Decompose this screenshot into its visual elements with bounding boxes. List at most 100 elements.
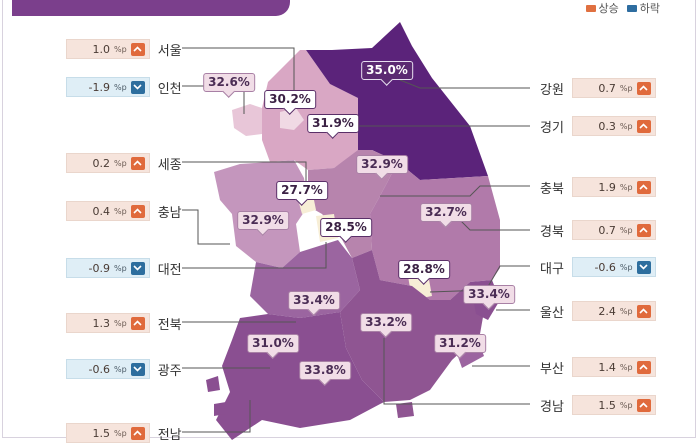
- row-sejong: 0.2 %p 세종: [66, 153, 182, 173]
- arrow-down-icon: [130, 362, 145, 376]
- region-gangwon: [306, 22, 488, 180]
- map-value-text: 31.0%: [247, 334, 299, 353]
- region-label-busan: 부산: [540, 361, 564, 377]
- region-label-sejong: 세종: [157, 157, 182, 173]
- change-value: 1.0: [92, 42, 111, 56]
- region-label-jeonbuk: 전북: [157, 317, 182, 333]
- region-label-gangwon: 강원: [540, 82, 564, 98]
- change-badge-chungnam: 0.4 %p: [66, 201, 150, 221]
- change-badge-sejong: 0.2 %p: [66, 153, 150, 173]
- region-label-daejeon: 대전: [157, 262, 182, 278]
- row-gyeonggi: 경기 0.3 %p: [540, 116, 656, 136]
- row-jeonnam: 1.5 %p 전남: [66, 423, 182, 443]
- change-value: 0.4: [92, 204, 111, 218]
- map-value-busan: 31.2%: [434, 334, 486, 359]
- map-value-ulsan: 33.4%: [463, 285, 515, 310]
- arrow-up-icon: [636, 223, 651, 237]
- change-value: 1.5: [598, 398, 616, 412]
- row-chungbuk: 충북 1.9 %p: [540, 177, 656, 197]
- leader-seoul: [182, 47, 295, 110]
- decrease-swatch: [626, 4, 637, 12]
- increase-swatch: [585, 4, 596, 12]
- region-label-chungnam: 충남: [157, 205, 182, 221]
- leader-daejeon: [182, 242, 327, 269]
- region-label-ulsan: 울산: [540, 305, 564, 321]
- region-gyeonggi: [262, 50, 360, 170]
- legend: 상승 하락: [585, 0, 660, 16]
- change-unit: %p: [114, 318, 127, 328]
- change-badge-seoul: 1.0 %p: [66, 39, 150, 59]
- leader-daegu: [429, 265, 530, 293]
- change-badge-jeonbuk: 1.3 %p: [66, 313, 150, 333]
- row-chungnam: 0.4 %p 충남: [66, 201, 182, 221]
- map-value-text: 31.9%: [307, 114, 359, 133]
- legend-decrease: 하락: [626, 0, 660, 16]
- change-badge-chungbuk: 1.9 %p: [571, 177, 656, 197]
- change-unit: %p: [619, 225, 633, 235]
- map-value-text: 35.0%: [361, 61, 413, 80]
- row-gyeongnam: 경남 1.5 %p: [540, 395, 656, 415]
- map-value-text: 33.4%: [288, 291, 340, 310]
- change-value: 0.7: [598, 223, 616, 237]
- region-label-gyeongbuk: 경북: [540, 224, 564, 240]
- arrow-up-icon: [130, 426, 145, 440]
- change-badge-busan: 1.4 %p: [571, 357, 656, 377]
- map-value-text: 32.7%: [420, 203, 472, 222]
- row-gwangju: -0.6 %p 광주: [66, 359, 182, 379]
- region-gyeongnam: [340, 250, 486, 402]
- leader-chungnam: [182, 209, 230, 245]
- leader-gyeongbuk: [459, 219, 530, 231]
- change-badge-daegu: -0.6 %p: [571, 257, 656, 277]
- arrow-up-icon: [130, 42, 145, 56]
- change-badge-ulsan: 2.4 %p: [571, 301, 656, 321]
- map-value-text: 30.2%: [264, 90, 316, 109]
- change-badge-gyeongnam: 1.5 %p: [571, 395, 656, 415]
- map-value-gyeongnam: 33.2%: [360, 313, 412, 338]
- change-value: 1.4: [598, 360, 616, 374]
- change-badge-daejeon: -0.9 %p: [66, 258, 150, 278]
- map-value-sejong: 27.7%: [276, 181, 328, 206]
- region-label-jeonnam: 전남: [157, 427, 182, 443]
- region-incheon: [232, 104, 262, 136]
- change-value: -1.9: [88, 80, 110, 94]
- row-gyeongbuk: 경북 0.7 %p: [540, 220, 656, 240]
- map-value-text: 28.5%: [320, 218, 372, 237]
- arrow-up-icon: [636, 398, 651, 412]
- change-unit: %p: [619, 306, 633, 316]
- change-unit: %p: [619, 262, 633, 272]
- row-ulsan: 울산 2.4 %p: [540, 301, 656, 321]
- arrow-up-icon: [636, 180, 651, 194]
- jeonnam-islands: [206, 376, 220, 392]
- change-value: 1.9: [598, 180, 616, 194]
- change-unit: %p: [114, 158, 127, 168]
- map-value-gangwon: 35.0%: [361, 61, 413, 86]
- row-seoul: 1.0 %p 서울: [66, 39, 182, 59]
- arrow-up-icon: [636, 81, 651, 95]
- change-badge-incheon: -1.9 %p: [66, 77, 150, 97]
- change-unit: %p: [114, 364, 127, 374]
- arrow-up-icon: [636, 119, 651, 133]
- row-gangwon: 강원 0.7 %p: [540, 78, 656, 98]
- change-badge-gyeongbuk: 0.7 %p: [571, 220, 656, 240]
- change-unit: %p: [619, 121, 633, 131]
- change-value: 1.5: [92, 426, 111, 440]
- row-incheon: -1.9 %p 인천: [66, 77, 182, 97]
- change-value: 2.4: [598, 304, 616, 318]
- change-value: 1.3: [92, 316, 111, 330]
- change-value: 0.3: [598, 119, 616, 133]
- legend-increase: 상승: [585, 0, 619, 16]
- change-unit: %p: [619, 362, 633, 372]
- leader-chungbuk: [380, 185, 530, 197]
- namhae-island: [396, 402, 414, 418]
- change-unit: %p: [114, 428, 127, 438]
- map-value-chungnam: 32.9%: [237, 211, 289, 236]
- region-label-gyeongnam: 경남: [540, 399, 564, 415]
- map-value-jeonnam: 33.8%: [299, 361, 351, 386]
- arrow-down-icon: [130, 80, 145, 94]
- row-busan: 부산 1.4 %p: [540, 357, 656, 377]
- change-value: -0.6: [594, 260, 616, 274]
- change-unit: %p: [114, 206, 127, 216]
- change-unit: %p: [114, 44, 127, 54]
- region-seoul: [280, 108, 304, 130]
- change-unit: %p: [114, 263, 127, 273]
